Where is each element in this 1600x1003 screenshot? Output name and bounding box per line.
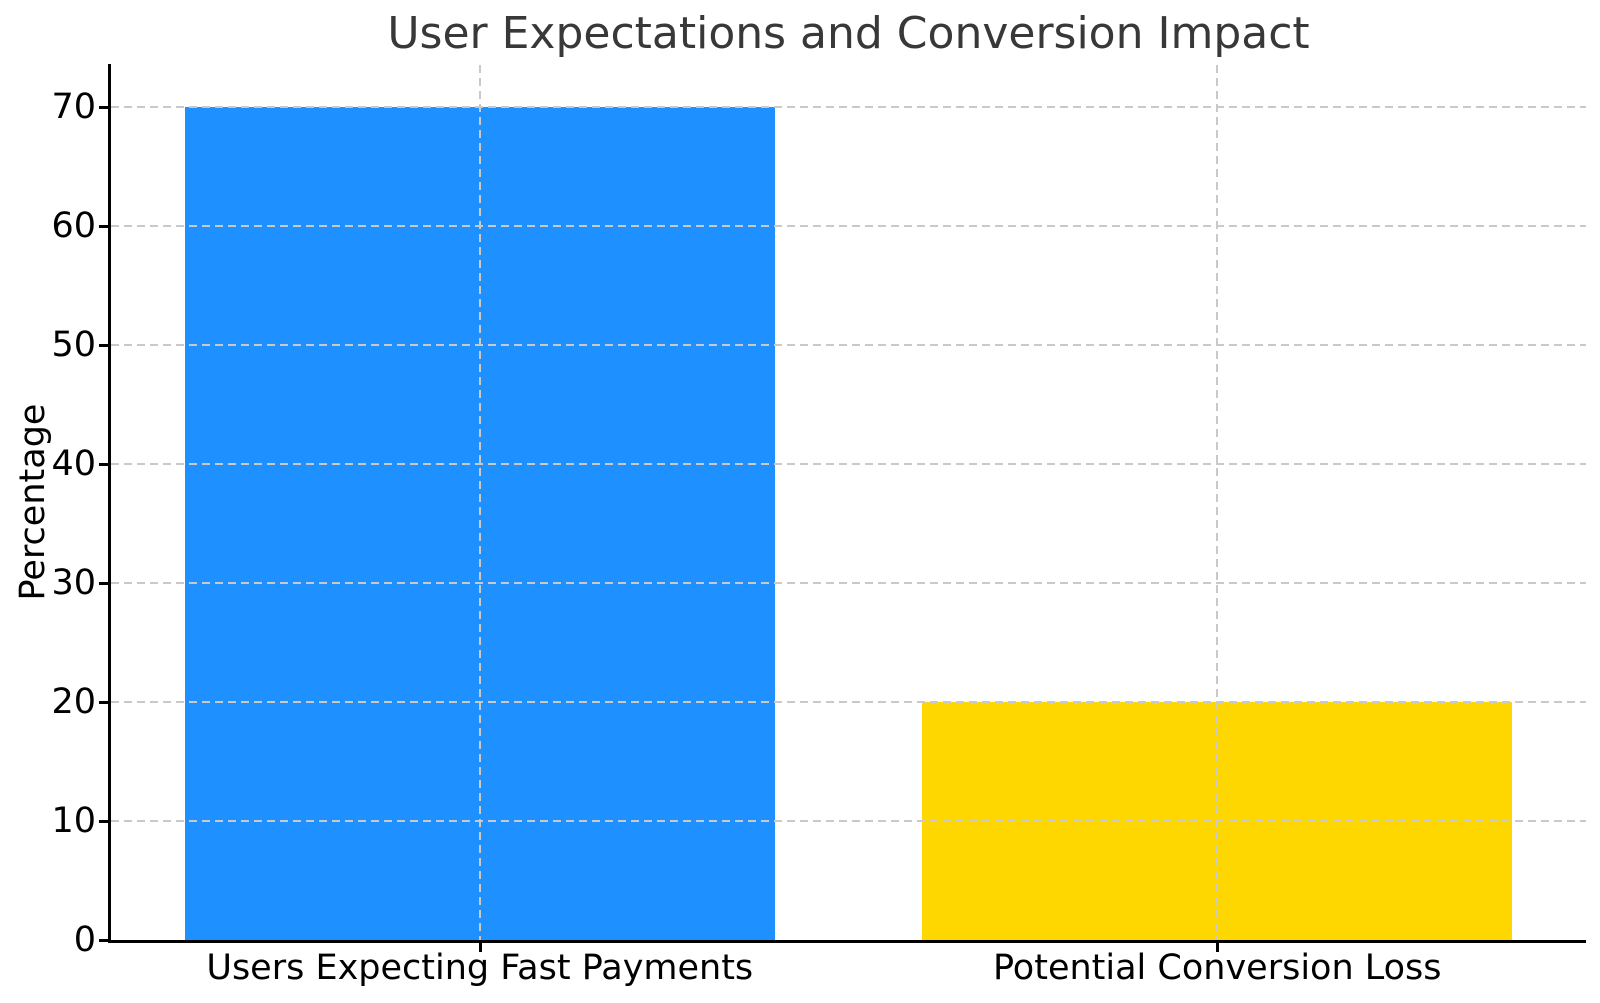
y-tick-label-10: 10 — [51, 800, 96, 841]
gridline-y-40 — [111, 462, 1586, 465]
gridline-y-30 — [111, 581, 1586, 584]
gridline-y-60 — [111, 224, 1586, 227]
chart-title: User Expectations and Conversion Impact — [387, 8, 1310, 59]
x-tick-label-potential-conversion-loss: Potential Conversion Loss — [992, 948, 1442, 988]
y-tick-70 — [99, 105, 108, 109]
y-tick-10 — [99, 819, 108, 823]
x-tick-users-expecting-fast-payments — [478, 943, 482, 952]
y-tick-40 — [99, 462, 108, 466]
y-tick-label-60: 60 — [51, 205, 96, 246]
y-tick-20 — [99, 700, 108, 704]
y-tick-30 — [99, 581, 108, 585]
y-tick-label-0: 0 — [73, 920, 96, 960]
y-tick-label-50: 50 — [51, 324, 96, 365]
gridline-y-20 — [111, 700, 1586, 703]
gridline-y-70 — [111, 105, 1586, 108]
y-tick-50 — [99, 343, 108, 347]
y-tick-label-20: 20 — [51, 681, 96, 722]
y-tick-label-70: 70 — [51, 86, 96, 127]
gridline-y-10 — [111, 819, 1586, 822]
y-tick-label-40: 40 — [51, 443, 96, 484]
y-tick-0 — [99, 939, 108, 942]
x-tick-potential-conversion-loss — [1216, 943, 1220, 952]
x-axis-spine — [108, 940, 1586, 943]
gridline-y-50 — [111, 343, 1586, 346]
gridline-x-potential-conversion-loss — [1216, 65, 1219, 940]
gridline-x-users-expecting-fast-payments — [478, 65, 481, 940]
y-axis-spine — [108, 64, 111, 943]
x-tick-label-users-expecting-fast-payments: Users Expecting Fast Payments — [206, 948, 754, 988]
y-tick-label-30: 30 — [51, 562, 96, 603]
y-tick-60 — [99, 224, 108, 228]
